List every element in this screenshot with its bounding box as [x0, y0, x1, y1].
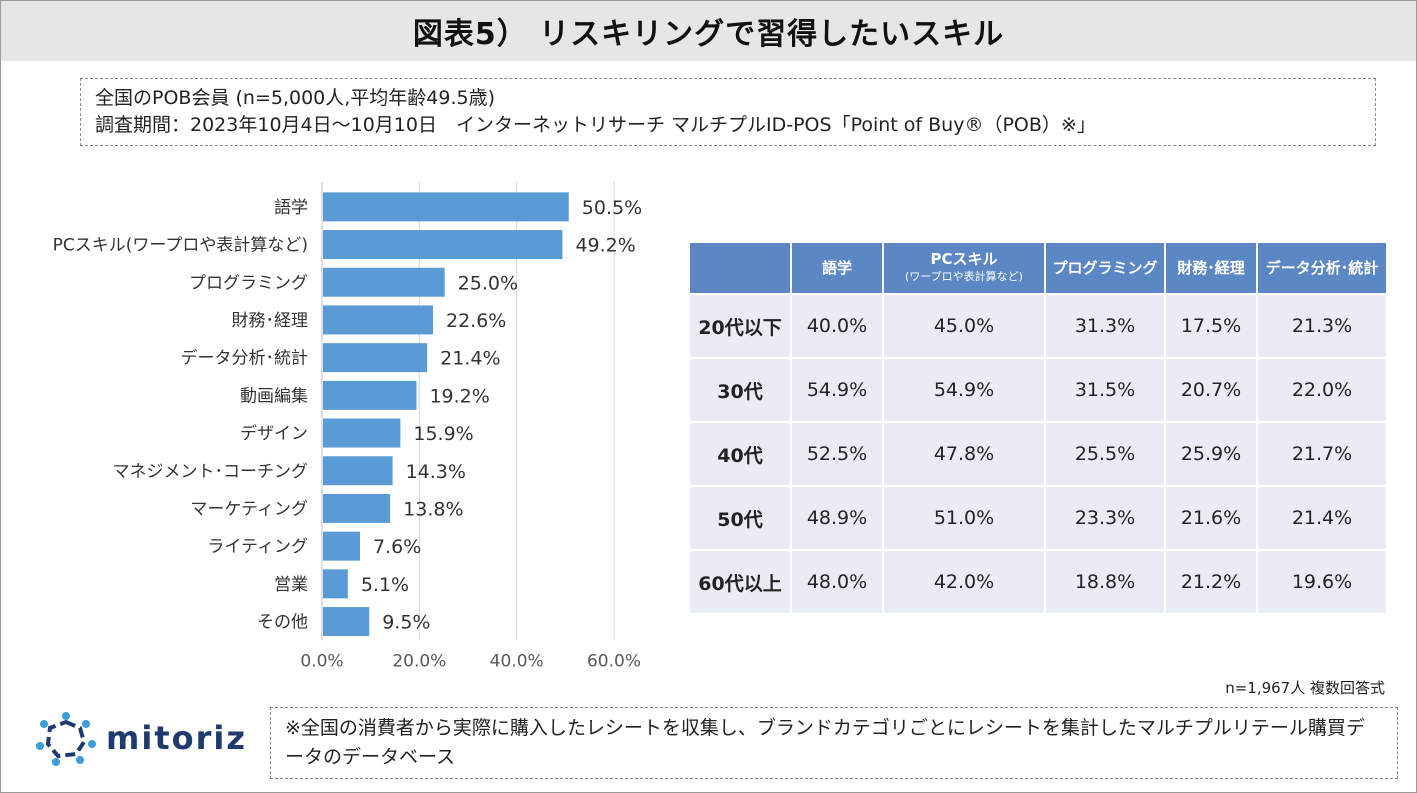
footnote-text: ※全国の消費者から実際に購入したレシートを収集し、ブランドカテゴリごとにレシート… — [285, 717, 1365, 768]
table-cell: 21.2% — [1164, 549, 1258, 615]
page-title: 図表5） リスキリングで習得したいスキル — [412, 17, 1005, 52]
x-tick-label: 20.0% — [392, 651, 446, 671]
table-cell: 23.3% — [1044, 485, 1166, 551]
category-label: その他 — [257, 613, 308, 633]
title-bar: 図表5） リスキリングで習得したいスキル — [1, 1, 1416, 61]
table-cell: 25.5% — [1044, 421, 1166, 487]
bar — [323, 305, 433, 335]
table-header-cell: データ分析･統計 — [1256, 241, 1388, 295]
category-label: ライティング — [207, 537, 308, 557]
table-cell: 21.7% — [1256, 421, 1388, 487]
logo-text: mitoriz — [106, 719, 247, 757]
table-row: 40代 52.5% 47.8% 25.5% 25.9% 21.7% — [688, 421, 1388, 487]
data-label: 50.5% — [582, 197, 642, 219]
bar — [323, 493, 391, 523]
table-header-cell: 財務･経理 — [1164, 241, 1258, 295]
table-cell: 21.3% — [1256, 293, 1388, 359]
table-cell: 45.0% — [882, 293, 1046, 359]
table-cell: 21.6% — [1164, 485, 1258, 551]
bar — [323, 569, 348, 599]
table-cell: 25.9% — [1164, 421, 1258, 487]
table-row-label: 20代以下 — [688, 293, 792, 359]
category-label: デザイン — [240, 423, 308, 444]
table-cell: 54.9% — [790, 357, 884, 423]
category-label: 営業 — [274, 575, 308, 595]
data-label: 5.1% — [361, 574, 409, 596]
category-label: マネジメント･コーチング — [113, 462, 309, 482]
table-row: 30代 54.9% 54.9% 31.5% 20.7% 22.0% — [688, 357, 1388, 423]
bar — [323, 267, 445, 297]
data-label: 21.4% — [440, 348, 500, 370]
category-label: マーケティング — [190, 499, 308, 519]
table-row-label: 60代以上 — [688, 549, 792, 615]
category-label: 財務･経理 — [232, 311, 309, 331]
table-cell: 22.0% — [1256, 357, 1388, 423]
bar — [323, 456, 393, 486]
table-cell: 17.5% — [1164, 293, 1258, 359]
bar — [323, 343, 428, 373]
table-cell: 31.5% — [1044, 357, 1166, 423]
data-label: 19.2% — [429, 385, 489, 407]
data-label: 15.9% — [413, 423, 473, 445]
footnote-box: ※全国の消費者から実際に購入したレシートを収集し、ブランドカテゴリごとにレシート… — [270, 707, 1398, 779]
data-label: 9.5% — [382, 612, 430, 634]
table-cell: 18.8% — [1044, 549, 1166, 615]
category-label: プログラミング — [189, 273, 308, 293]
survey-info-box: 全国のPOB会員 (n=5,000人,平均年齢49.5歳) 調査期間：2023年… — [80, 78, 1376, 146]
table-row-label: 50代 — [688, 485, 792, 551]
data-label: 7.6% — [373, 536, 421, 558]
category-label: 語学 — [274, 198, 308, 218]
table-cell: 40.0% — [790, 293, 884, 359]
table-cell: 52.5% — [790, 421, 884, 487]
table-cell: 31.3% — [1044, 293, 1166, 359]
x-tick-label: 0.0% — [300, 651, 343, 671]
table-cell: 54.9% — [882, 357, 1046, 423]
age-breakdown-table: 語学 PCスキル (ワープロや表計算など) プログラミング 財務･経理 データ分析… — [688, 241, 1388, 615]
table-row-label: 30代 — [688, 357, 792, 423]
bar — [323, 380, 417, 410]
bar — [323, 418, 401, 448]
data-label: 22.6% — [446, 310, 506, 332]
bar — [323, 531, 360, 561]
category-label: 動画編集 — [240, 386, 308, 406]
table-cell: 48.0% — [790, 549, 884, 615]
table-row: 60代以上 48.0% 42.0% 18.8% 21.2% 19.6% — [688, 549, 1388, 615]
data-label: 13.8% — [403, 498, 463, 520]
table-header-cell: 語学 — [790, 241, 884, 295]
table-cell: 48.9% — [790, 485, 884, 551]
survey-period-line: 調査期間：2023年10月4日～10月10日 インターネットリサーチ マルチプル… — [95, 114, 1096, 136]
table-header-row: 語学 PCスキル (ワープロや表計算など) プログラミング 財務･経理 データ分析… — [688, 241, 1388, 295]
x-tick-label: 60.0% — [587, 651, 641, 671]
table-header-cell: PCスキル (ワープロや表計算など) — [882, 241, 1046, 295]
table-row-label: 40代 — [688, 421, 792, 487]
table-cell: 19.6% — [1256, 549, 1388, 615]
table-cell: 42.0% — [882, 549, 1046, 615]
data-label: 49.2% — [575, 235, 635, 257]
table-row: 20代以下 40.0% 45.0% 31.3% 17.5% 21.3% — [688, 293, 1388, 359]
data-label: 25.0% — [458, 272, 518, 294]
table-cell: 21.4% — [1256, 485, 1388, 551]
table-cell: 20.7% — [1164, 357, 1258, 423]
bar-chart: 0.0% 20.0% 40.0% 60.0% 語学 50.5% PCスキル(ワープロや表計算… — [53, 182, 642, 671]
bar — [323, 192, 569, 222]
table-cell: 51.0% — [882, 485, 1046, 551]
survey-sample-line: 全国のPOB会員 (n=5,000人,平均年齢49.5歳) — [95, 87, 496, 109]
category-label: PCスキル(ワープロや表計算など) — [53, 236, 308, 256]
table-header-cell: プログラミング — [1044, 241, 1166, 295]
table-corner-cell — [688, 241, 792, 295]
logo-mark-icon — [36, 712, 96, 766]
table-cell: 47.8% — [882, 421, 1046, 487]
bar — [323, 230, 563, 260]
table-row: 50代 48.9% 51.0% 23.3% 21.6% 21.4% — [688, 485, 1388, 551]
data-label: 14.3% — [406, 461, 466, 483]
mitoriz-logo: mitoriz — [34, 710, 247, 766]
sample-note: n=1,967人 複数回答式 — [1225, 679, 1385, 697]
x-tick-label: 40.0% — [490, 651, 544, 671]
category-label: データ分析･統計 — [181, 348, 309, 369]
bar — [323, 607, 370, 637]
